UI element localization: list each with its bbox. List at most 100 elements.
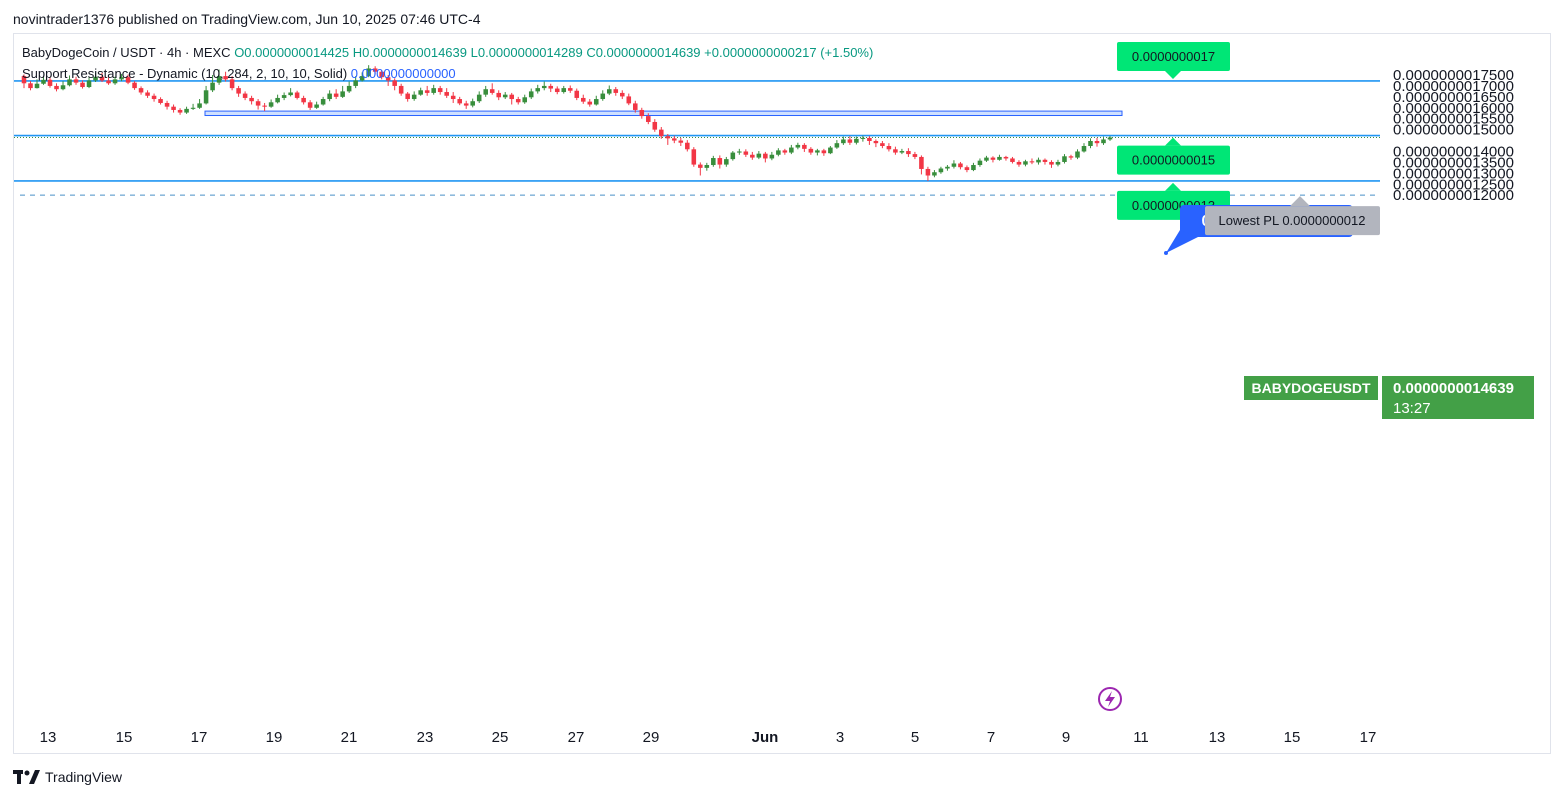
candle-body: [698, 164, 703, 168]
candle: [619, 90, 625, 100]
candle-body: [73, 79, 79, 83]
candle-body: [1101, 139, 1106, 144]
level-tag-top-box: [1117, 41, 1230, 71]
candle-body: [1081, 146, 1087, 152]
candle: [145, 90, 150, 98]
candle: [197, 99, 202, 109]
candle: [1049, 160, 1054, 168]
candle: [255, 99, 261, 110]
price-tick: 0.0000000017500: [1393, 67, 1514, 84]
candle: [776, 148, 781, 157]
symbol-tag-box: [1244, 376, 1378, 400]
candle: [1068, 154, 1074, 160]
candle-body: [346, 85, 352, 92]
candle-body: [1055, 161, 1061, 165]
candle: [138, 86, 144, 95]
candle: [984, 155, 989, 162]
candle-body: [1075, 151, 1080, 158]
candle-body: [450, 95, 456, 100]
candle-body: [1016, 161, 1022, 165]
candle-body: [893, 149, 898, 153]
price-tick: 0.0000000013500: [1393, 154, 1514, 171]
price-tick: 0.0000000012500: [1393, 176, 1514, 193]
candle-body: [67, 79, 72, 86]
candle-body: [483, 89, 488, 95]
candle-body: [652, 121, 658, 130]
candle: [392, 78, 397, 91]
candle: [288, 88, 293, 97]
legend-change: +0.0000000000217 (+1.50%): [704, 45, 874, 60]
candle: [659, 127, 664, 139]
candle-body: [164, 102, 170, 107]
candle: [190, 103, 196, 110]
candle-body: [359, 76, 365, 81]
legend-indicator[interactable]: Support Resistance - Dynamic (10, 284, 2…: [22, 66, 456, 81]
candle-body: [333, 93, 339, 97]
candle: [509, 92, 515, 105]
candle: [821, 148, 827, 156]
candle-body: [93, 76, 98, 81]
candle-body: [21, 76, 27, 84]
candle: [1016, 160, 1022, 167]
candle: [73, 76, 79, 85]
candle: [379, 70, 384, 80]
legend-ohlc: BabyDogeCoin / USDT · 4h · MEXC O0.00000…: [22, 45, 873, 60]
candle-body: [431, 88, 436, 93]
candle: [691, 147, 697, 167]
candle-body: [730, 152, 736, 160]
candle-body: [197, 103, 202, 108]
candle: [249, 95, 254, 105]
candle-body: [470, 101, 475, 106]
candle-body: [1042, 159, 1048, 162]
candle: [320, 96, 326, 106]
candle: [47, 77, 53, 88]
candle: [854, 136, 859, 145]
candle: [385, 75, 391, 86]
candle: [1055, 159, 1061, 167]
candle-body: [860, 137, 866, 139]
candle: [268, 99, 274, 108]
candle: [236, 85, 241, 97]
candle-body: [567, 88, 573, 91]
candle-body: [112, 79, 118, 84]
candle-body: [613, 89, 619, 93]
price-tick: 0.0000000013000: [1393, 165, 1514, 182]
candle-body: [828, 147, 833, 154]
candle: [561, 85, 567, 94]
candle: [685, 140, 690, 152]
level-tag-mid-pointer: [1165, 137, 1181, 146]
candle: [769, 151, 775, 161]
tradingview-logo[interactable]: TradingView: [13, 769, 122, 785]
candle: [418, 87, 423, 96]
candle: [34, 79, 40, 89]
candle: [1042, 158, 1048, 165]
candle-body: [281, 95, 287, 98]
candle-body: [522, 97, 528, 103]
candle-body: [203, 90, 209, 104]
candle-body: [802, 144, 807, 149]
lightning-icon-ring: [1098, 687, 1122, 711]
candle-body: [288, 92, 293, 96]
publish-line: novintrader1376 published on TradingView…: [13, 11, 481, 27]
last-price-box: [1382, 376, 1534, 419]
candle: [301, 95, 306, 105]
candle: [223, 71, 228, 82]
candle: [411, 91, 417, 101]
candle: [457, 96, 462, 106]
candle: [366, 65, 371, 78]
candle-body: [795, 144, 801, 148]
candle: [294, 90, 300, 100]
candle-body: [411, 94, 417, 100]
candle: [1010, 156, 1015, 164]
legend-open: O0.0000000014425: [234, 45, 350, 60]
candle-body: [672, 138, 677, 141]
time-tick: 7: [987, 729, 995, 746]
candle: [132, 81, 137, 90]
legend-close: C0.0000000014639: [586, 45, 701, 60]
candle-body: [854, 138, 859, 143]
candle-body: [932, 172, 937, 176]
time-tick: 13: [40, 729, 57, 746]
candle-body: [457, 99, 462, 104]
candle: [971, 162, 976, 172]
